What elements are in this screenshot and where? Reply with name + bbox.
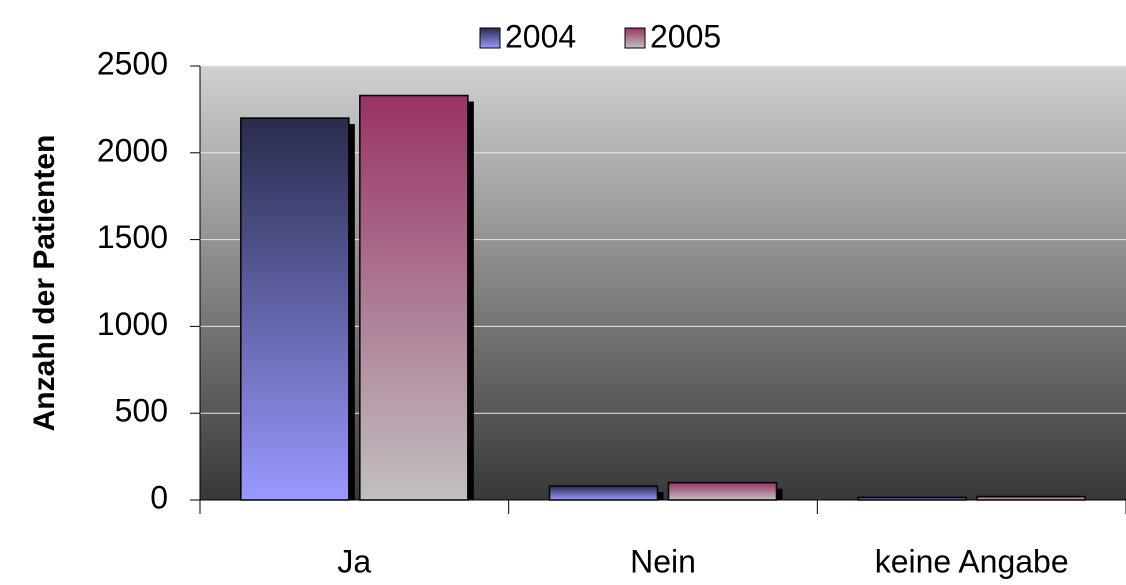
- legend: 2004 2005: [470, 17, 776, 57]
- y-tick-label: 0: [150, 479, 168, 515]
- y-tick-label: 1000: [97, 306, 168, 342]
- legend-label: 2004: [505, 18, 576, 54]
- bar: [857, 496, 967, 501]
- y-tick-label: 2000: [97, 132, 168, 168]
- bar: [976, 495, 1086, 501]
- legend-swatch: [479, 27, 501, 49]
- bar: [240, 117, 350, 501]
- legend-swatch: [624, 27, 646, 49]
- y-tick-label: 500: [115, 393, 168, 429]
- x-tick-label: Nein: [630, 543, 696, 579]
- x-tick-label: keine Angabe: [875, 543, 1069, 579]
- y-axis-label: Anzahl der Patienten: [28, 135, 61, 432]
- y-tick-label: 2500: [97, 45, 168, 81]
- x-tick-label: Ja: [337, 543, 371, 579]
- bar: [667, 481, 778, 501]
- bar: [548, 485, 659, 501]
- legend-box: [470, 17, 776, 57]
- y-tick-label: 1500: [97, 219, 168, 255]
- legend-label: 2005: [650, 18, 721, 54]
- bar: [359, 94, 469, 501]
